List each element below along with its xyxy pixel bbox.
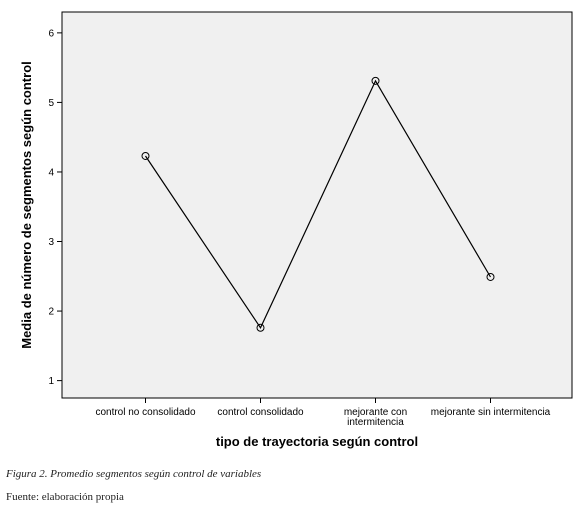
line-chart: 1 2 3 4 5 6 control no consolidado control con… [19,11,573,449]
data-point-1 [141,151,150,160]
source-note: Fuente: elaboración propia [6,491,124,503]
data-point-4 [486,272,495,281]
x-tick-label-line: mejorante sin intermitencia [431,407,551,418]
series-line [145,79,492,330]
plot-area [61,11,573,399]
y-axis-ticks: 1 2 3 4 5 6 [48,28,62,387]
x-tick-label-line: mejorante con [344,407,407,418]
x-axis-title: tipo de trayectoria según control [216,434,418,449]
y-tick-label-4: 4 [48,167,54,178]
x-tick-label-4: mejorante sin intermitencia [431,407,551,418]
x-tick-label-line: intermitencia [347,417,404,428]
data-point-3 [371,76,380,85]
y-axis-title: Media de número de segmentos según contr… [19,61,34,349]
data-markers [141,76,495,332]
y-tick-label-6: 6 [48,28,54,39]
y-tick-label-1: 1 [48,376,54,387]
x-tick-label-3: mejorante con intermitencia [344,407,407,428]
x-axis-ticks: control no consolidado control consolidad… [95,398,551,428]
y-tick-label-3: 3 [48,237,54,248]
x-tick-label-2: control consolidado [217,407,304,418]
x-tick-label-1: control no consolidado [95,407,196,418]
figure-caption: Figura 2. Promedio segmentos según contr… [6,468,262,480]
x-tick-label-line: control consolidado [217,407,304,418]
y-tick-label-2: 2 [48,307,54,318]
y-tick-label-5: 5 [48,98,54,109]
x-tick-label-line: control no consolidado [95,407,196,418]
data-point-2 [256,323,265,332]
